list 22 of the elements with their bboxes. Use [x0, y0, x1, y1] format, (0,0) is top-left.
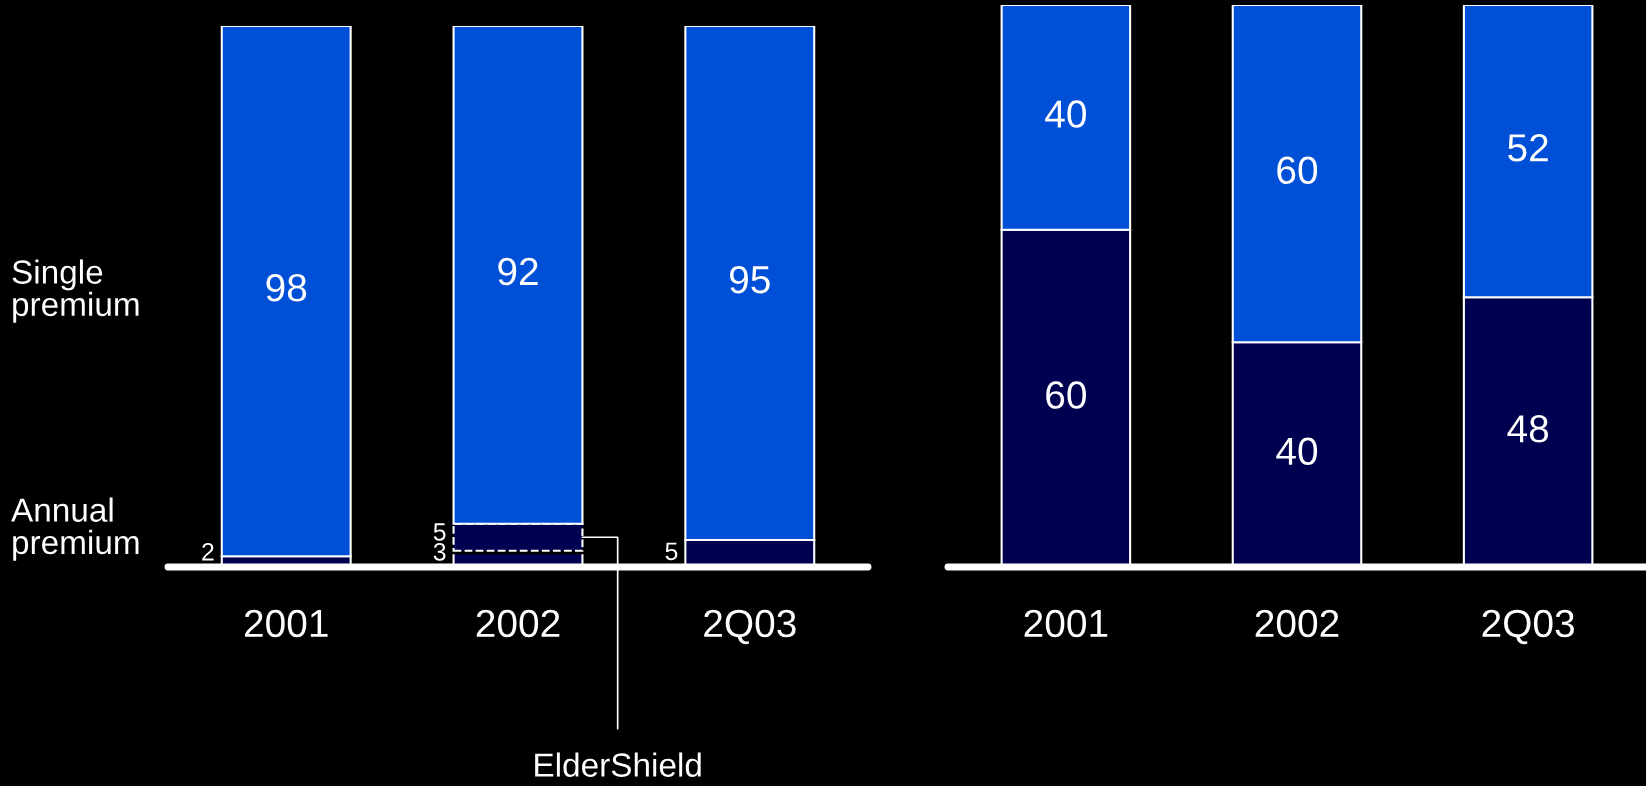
data-label: 48: [1507, 415, 1549, 443]
data-label: 5: [665, 542, 678, 561]
data-label: 60: [1046, 381, 1086, 409]
text: ElderShield: [535, 752, 701, 777]
x-tick-label: 2001: [244, 609, 328, 638]
data-label: 40: [1276, 437, 1318, 466]
text: Annual premium: [11, 497, 139, 561]
text: Single premium: [12, 259, 139, 323]
x-tick-label: 2001: [1024, 609, 1108, 638]
data-label: 98: [266, 273, 307, 302]
x-tick-label: 2Q03: [1482, 609, 1574, 645]
x-tick-label: 2002: [1255, 609, 1339, 638]
x-tick-label: 2002: [476, 609, 560, 638]
data-label: 95: [729, 265, 770, 294]
data-label: 2: [202, 543, 214, 561]
data-label: 92: [498, 257, 538, 286]
data-label: 3: [433, 543, 446, 561]
data-label: 5: [433, 523, 446, 541]
data-label: 60: [1277, 156, 1318, 185]
data-label: 40: [1045, 100, 1086, 128]
data-label: 52: [1508, 134, 1548, 162]
x-tick-label: 2Q03: [704, 609, 796, 645]
